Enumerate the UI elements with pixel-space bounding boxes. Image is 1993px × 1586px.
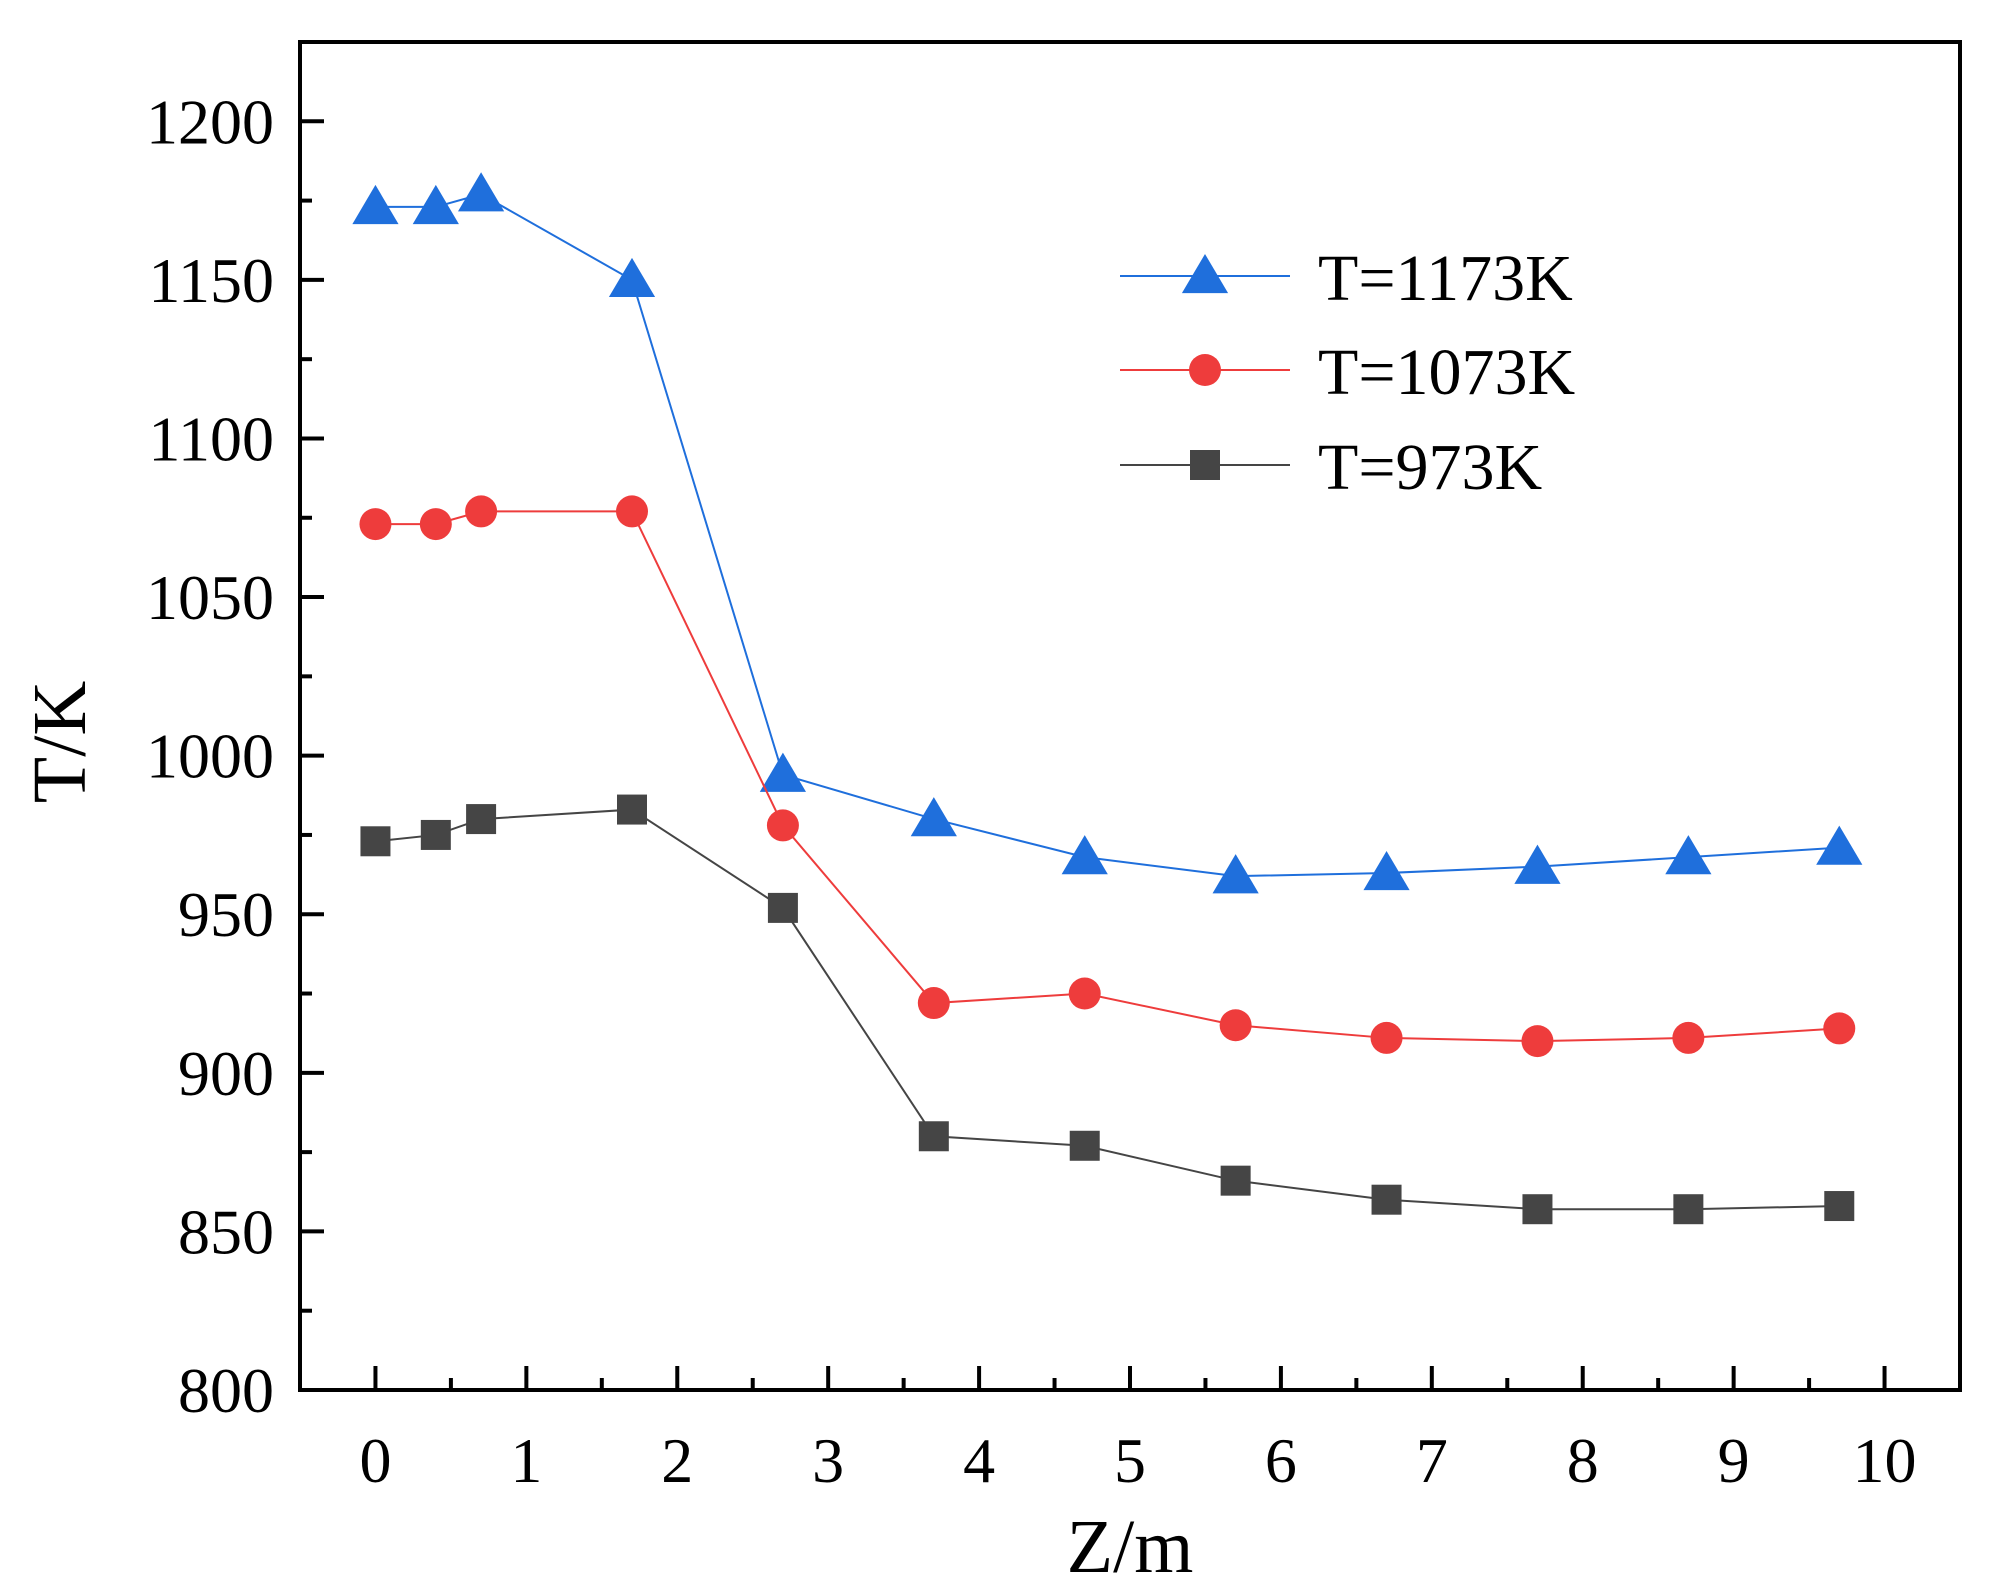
data-point (767, 892, 798, 923)
x-tick-label: 4 (963, 1425, 995, 1496)
data-point (1370, 1021, 1403, 1054)
data-point (766, 809, 799, 842)
x-tick-label: 7 (1416, 1425, 1448, 1496)
legend-marker (1181, 254, 1229, 294)
data-point (1672, 1021, 1705, 1054)
data-point (1371, 1184, 1402, 1215)
y-tick-label: 1150 (148, 245, 274, 316)
x-tick-label: 0 (359, 1425, 391, 1496)
series-triangle (352, 172, 1863, 894)
series-layer (352, 172, 1863, 1225)
legend-item: T=1173K (1120, 242, 1573, 315)
data-point (1068, 977, 1101, 1010)
data-point (910, 797, 957, 837)
x-tick-label: 5 (1114, 1425, 1146, 1496)
data-point (465, 495, 498, 528)
y-tick-label: 850 (178, 1196, 274, 1267)
data-point (616, 495, 648, 528)
legend-marker (1190, 450, 1220, 480)
y-tick-label: 1000 (146, 721, 274, 792)
data-point (420, 819, 451, 850)
series-circle (359, 495, 1856, 1058)
y-tick-label: 900 (178, 1038, 274, 1109)
series-line (375, 193, 1840, 878)
series-line (375, 510, 1840, 1043)
data-point (608, 257, 656, 298)
legend-label: T=973K (1318, 431, 1542, 504)
y-tick-label: 1200 (146, 86, 274, 157)
legend: T=1173K T=1073K T=973K (1120, 242, 1575, 504)
data-point (1665, 835, 1712, 875)
x-axis-title: Z/m (1067, 1505, 1194, 1586)
x-tick-label: 8 (1567, 1425, 1599, 1496)
data-point (412, 184, 459, 225)
legend-marker (1189, 354, 1221, 386)
series-square (360, 794, 1855, 1225)
data-point (1219, 1009, 1252, 1042)
data-point (1816, 825, 1863, 865)
data-point (360, 826, 391, 857)
x-axis: 0 1 2 3 4 5 6 7 8 9 10 (359, 1366, 1917, 1496)
data-point (1069, 1130, 1100, 1161)
data-point (1212, 854, 1259, 894)
data-point (1522, 1194, 1553, 1225)
data-point (1514, 844, 1561, 884)
legend-item: T=973K (1120, 431, 1542, 504)
plot-frame (298, 40, 1962, 1392)
data-point (457, 172, 505, 212)
legend-label: T=1173K (1318, 242, 1573, 315)
y-tick-label: 950 (178, 879, 274, 950)
legend-item: T=1073K (1120, 336, 1575, 409)
x-tick-label: 3 (812, 1425, 844, 1496)
y-axis-title: T/K (18, 681, 102, 804)
y-tick-label: 1100 (148, 403, 274, 474)
data-point (466, 804, 497, 835)
x-tick-label: 9 (1718, 1425, 1750, 1496)
data-point (617, 794, 647, 825)
x-tick-label: 6 (1265, 1425, 1297, 1496)
data-point (1220, 1165, 1251, 1196)
y-tick-label: 800 (178, 1355, 274, 1426)
data-point (352, 184, 399, 225)
data-point (918, 1121, 949, 1152)
legend-label: T=1073K (1318, 336, 1575, 409)
data-point (917, 987, 950, 1020)
y-tick-label: 1050 (146, 562, 274, 633)
data-point (1824, 1191, 1855, 1222)
data-point (1061, 835, 1108, 875)
data-point (1673, 1194, 1704, 1225)
data-point (759, 752, 807, 792)
x-tick-label: 2 (661, 1425, 693, 1496)
data-point (419, 508, 452, 541)
y-axis: 800 850 900 950 1000 1050 1100 1150 1200 (146, 86, 324, 1426)
x-tick-label: 1 (510, 1425, 542, 1496)
data-point (1823, 1012, 1856, 1045)
data-point (359, 508, 392, 541)
data-point (1521, 1025, 1554, 1058)
data-point (1363, 851, 1410, 891)
series-line (375, 808, 1840, 1211)
x-tick-label: 10 (1853, 1425, 1917, 1496)
